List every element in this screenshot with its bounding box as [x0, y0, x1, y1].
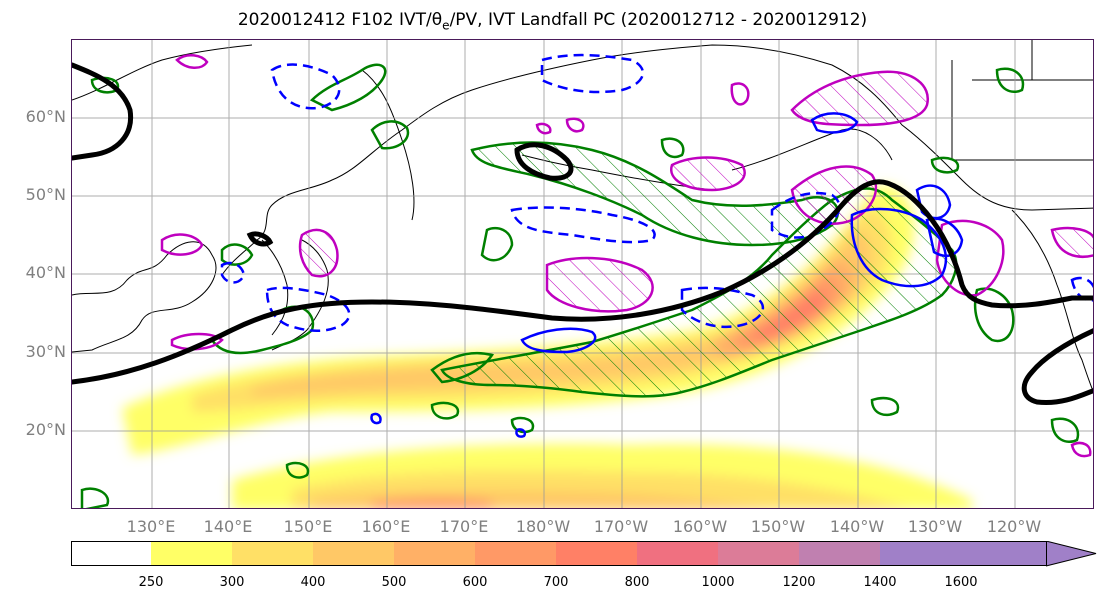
longitude-label: 170°W — [593, 517, 649, 536]
colorbar-tick-label: 1400 — [863, 575, 897, 590]
colorbar-below-range — [71, 541, 151, 566]
longitude-label: 130°E — [126, 517, 176, 536]
colorbar-tick-label: 1200 — [782, 575, 816, 590]
map-panel — [71, 39, 1094, 509]
longitude-label: 160°W — [672, 517, 728, 536]
theta-e-contours — [72, 62, 1093, 406]
colorbar-tick-label: 1000 — [701, 575, 735, 590]
ivt-colorbar — [71, 541, 1097, 567]
latitude-label: 50°N — [25, 185, 66, 204]
colorbar-segment — [556, 541, 637, 566]
latitude-label: 60°N — [25, 107, 66, 126]
longitude-label: 150°E — [283, 517, 333, 536]
longitude-label: 140°W — [829, 517, 885, 536]
colorbar-tick-label: 600 — [462, 575, 488, 590]
longitude-label: 120°W — [986, 517, 1042, 536]
colorbar-segment — [151, 541, 232, 566]
colorbar-tick-label: 400 — [300, 575, 326, 590]
longitude-label: 170°E — [439, 517, 489, 536]
colorbar-tick-label: 1600 — [944, 575, 978, 590]
map-canvas — [72, 40, 1093, 508]
latitude-label: 20°N — [25, 420, 66, 439]
landfall-pc-magenta-contours — [160, 54, 1093, 458]
colorbar-tick-label: 250 — [138, 575, 164, 590]
pv-blue-contours — [220, 53, 1093, 438]
colorbar-segment — [637, 541, 718, 566]
colorbar-tick-label: 500 — [381, 575, 407, 590]
latitude-label: 40°N — [25, 263, 66, 282]
latitude-label: 30°N — [25, 342, 66, 361]
colorbar-extend-arrow — [1046, 541, 1096, 566]
longitude-label: 160°E — [361, 517, 411, 536]
figure-title: 2020012412 F102 IVT/θe/PV, IVT Landfall … — [237, 10, 868, 33]
colorbar-segment — [880, 541, 1046, 566]
colorbar-segment — [799, 541, 880, 566]
colorbar-segment — [394, 541, 475, 566]
longitude-label: 130°W — [907, 517, 963, 536]
colorbar-tick-label: 800 — [624, 575, 650, 590]
colorbar-segment — [313, 541, 394, 566]
colorbar-tick-label: 300 — [219, 575, 245, 590]
colorbar-segment — [232, 541, 313, 566]
longitude-label: 180°W — [515, 517, 571, 536]
colorbar-tick-label: 700 — [543, 575, 569, 590]
longitude-label: 150°W — [750, 517, 806, 536]
longitude-label: 140°E — [203, 517, 253, 536]
colorbar-segment — [718, 541, 799, 566]
colorbar-segment — [475, 541, 556, 566]
